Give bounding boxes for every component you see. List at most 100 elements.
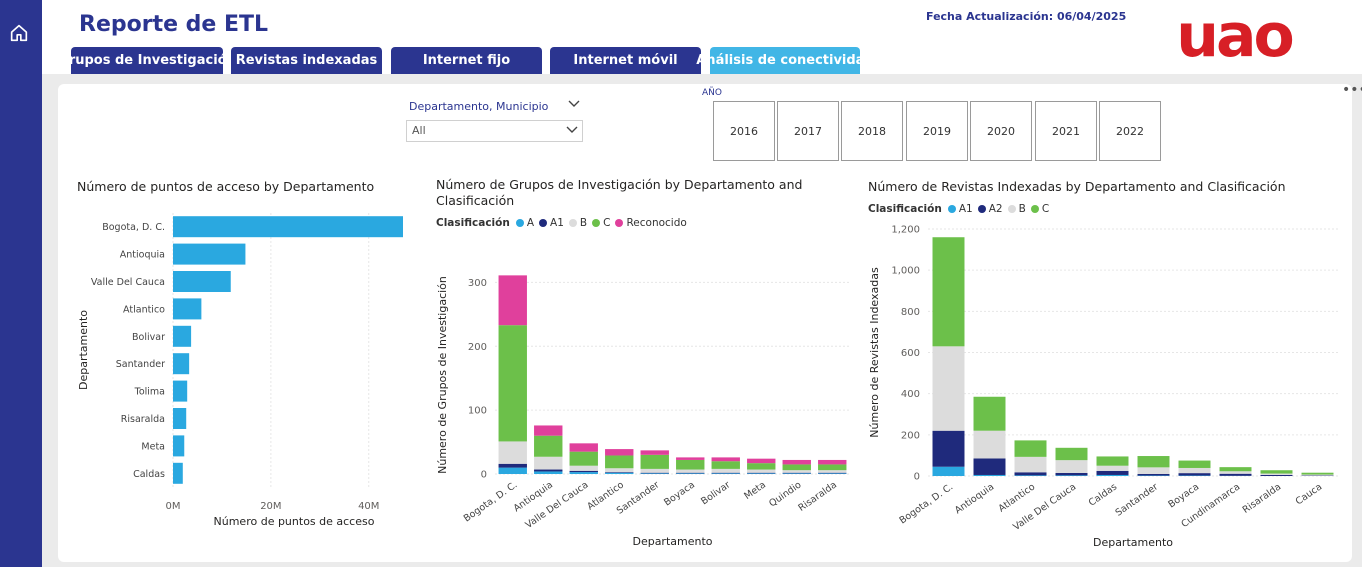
bar-segment-meta-a[interactable]: [747, 473, 776, 474]
bar-segment-boyaca-b[interactable]: [676, 469, 705, 473]
bar-segment-santander-a2[interactable]: [1137, 473, 1170, 476]
bar-segment-bolivar-reconocido[interactable]: [711, 457, 740, 462]
bar-segment-risaralda-b[interactable]: [818, 470, 847, 473]
bar-santander[interactable]: [173, 353, 190, 375]
bar-segment-quindio-b[interactable]: [782, 470, 811, 473]
bar-segment-antioquia-reconocido[interactable]: [534, 425, 563, 436]
bar-segment-santander-b[interactable]: [640, 468, 669, 473]
bar-segment-antioquia-a2[interactable]: [973, 458, 1006, 475]
bar-segment-risaralda-reconocido[interactable]: [818, 459, 847, 465]
bar-segment-bolivar-a1[interactable]: [711, 472, 740, 474]
year-button-2017[interactable]: 2017: [777, 101, 839, 161]
year-button-2022[interactable]: 2022: [1099, 101, 1161, 161]
bar-segment-santander-a1[interactable]: [640, 472, 669, 474]
tab-internet-fijo[interactable]: Internet fijo: [391, 47, 542, 74]
bar-segment-atlantico-b[interactable]: [1014, 456, 1047, 473]
bar-segment-boyaca-c[interactable]: [1178, 460, 1211, 468]
bar-segment-valle-del-cauca-reconocido[interactable]: [569, 443, 598, 452]
bar-bolivar[interactable]: [173, 325, 192, 347]
bar-segment-atlantico-a2[interactable]: [1014, 472, 1047, 476]
bar-segment-bogota-d-c-a1[interactable]: [498, 463, 527, 468]
bar-segment-antioquia-a[interactable]: [534, 471, 563, 474]
legend-item-c[interactable]: C: [1030, 203, 1049, 215]
bar-segment-atlantico-b[interactable]: [605, 468, 634, 473]
bar-segment-cundinamarca-c[interactable]: [1219, 467, 1252, 472]
bar-segment-antioquia-a1[interactable]: [534, 469, 563, 472]
bar-segment-risaralda-a2[interactable]: [1260, 474, 1293, 476]
bar-segment-valle-del-cauca-b[interactable]: [1055, 460, 1088, 473]
bar-segment-antioquia-a1[interactable]: [973, 474, 1006, 476]
legend-item-a2[interactable]: A2: [977, 203, 1003, 215]
bar-segment-risaralda-c[interactable]: [818, 464, 847, 471]
bar-segment-atlantico-a1[interactable]: [605, 472, 634, 473]
bar-segment-meta-c[interactable]: [747, 463, 776, 470]
bar-segment-meta-b[interactable]: [747, 469, 776, 473]
bar-segment-risaralda-a[interactable]: [818, 473, 847, 474]
year-button-2019[interactable]: 2019: [906, 101, 968, 161]
bar-segment-meta-a1[interactable]: [747, 472, 776, 474]
bar-antioquia[interactable]: [173, 243, 246, 265]
bar-segment-risaralda-c[interactable]: [1260, 470, 1293, 474]
bar-segment-risaralda-b[interactable]: [1260, 473, 1293, 475]
bar-segment-antioquia-c[interactable]: [534, 435, 563, 457]
bar-segment-valle-del-cauca-a[interactable]: [569, 472, 598, 474]
bar-segment-boyaca-a1[interactable]: [676, 472, 705, 474]
bar-segment-boyaca-a2[interactable]: [1178, 473, 1211, 476]
bar-segment-boyaca-a[interactable]: [676, 473, 705, 474]
bar-segment-cauca-b[interactable]: [1301, 474, 1334, 476]
legend-item-b[interactable]: B: [568, 217, 587, 229]
bar-segment-bogota-d-c-c[interactable]: [498, 325, 527, 442]
year-button-2021[interactable]: 2021: [1035, 101, 1097, 161]
bar-segment-bogota-d-c-b[interactable]: [932, 346, 965, 431]
bar-segment-cauca-c[interactable]: [1301, 472, 1334, 475]
tab-internet-movil[interactable]: Internet móvil: [550, 47, 701, 74]
year-button-2018[interactable]: 2018: [841, 101, 903, 161]
bar-segment-atlantico-a1[interactable]: [1014, 475, 1047, 476]
bar-segment-bogota-d-c-a1[interactable]: [932, 466, 965, 476]
bar-segment-risaralda-a1[interactable]: [818, 472, 847, 474]
tab-analisis-conectividad[interactable]: Análisis de conectividad: [696, 47, 874, 74]
legend-item-reconocido[interactable]: Reconocido: [615, 217, 687, 229]
bar-segment-caldas-b[interactable]: [1096, 465, 1129, 471]
bar-segment-antioquia-b[interactable]: [534, 456, 563, 470]
bar-segment-atlantico-a[interactable]: [605, 472, 634, 474]
bar-segment-valle-del-cauca-a2[interactable]: [1055, 472, 1088, 476]
bar-segment-bogota-d-c-reconocido[interactable]: [498, 275, 527, 326]
bar-segment-bogota-d-c-a[interactable]: [498, 467, 527, 474]
bar-segment-atlantico-c[interactable]: [1014, 440, 1047, 457]
legend-item-a1[interactable]: A1: [539, 217, 564, 229]
bar-segment-quindio-c[interactable]: [782, 464, 811, 471]
bar-segment-boyaca-reconocido[interactable]: [676, 457, 705, 460]
bar-segment-bogota-d-c-a2[interactable]: [932, 430, 965, 467]
bar-segment-santander-c[interactable]: [1137, 456, 1170, 468]
bar-tolima[interactable]: [173, 380, 188, 402]
bar-segment-atlantico-c[interactable]: [605, 455, 634, 469]
bar-segment-valle-del-cauca-a1[interactable]: [1055, 475, 1088, 476]
bar-risaralda[interactable]: [173, 408, 187, 429]
departamento-dropdown[interactable]: All: [406, 120, 583, 142]
bar-atlantico[interactable]: [173, 298, 202, 320]
bar-segment-santander-b[interactable]: [1137, 467, 1170, 474]
legend-item-b[interactable]: B: [1007, 203, 1026, 215]
year-button-2016[interactable]: 2016: [713, 101, 775, 161]
bar-segment-bolivar-c[interactable]: [711, 461, 740, 469]
bar-bogota-d-c[interactable]: [173, 216, 403, 238]
bar-caldas[interactable]: [173, 462, 183, 484]
bar-segment-cundinamarca-b[interactable]: [1219, 471, 1252, 474]
tab-grupos-investigacion[interactable]: Grupos de Investigación: [58, 47, 236, 74]
bar-segment-caldas-a2[interactable]: [1096, 470, 1129, 475]
legend-item-a1[interactable]: A1: [947, 203, 973, 215]
home-icon[interactable]: [8, 22, 30, 44]
bar-valle-del-cauca[interactable]: [173, 271, 231, 292]
bar-segment-caldas-c[interactable]: [1096, 456, 1129, 466]
bar-segment-meta-reconocido[interactable]: [747, 458, 776, 464]
bar-segment-antioquia-b[interactable]: [973, 430, 1006, 459]
bar-segment-santander-a[interactable]: [640, 473, 669, 474]
bar-segment-valle-del-cauca-b[interactable]: [569, 465, 598, 471]
bar-segment-bogota-d-c-b[interactable]: [498, 441, 527, 464]
tab-revistas-indexadas[interactable]: Revistas indexadas: [231, 47, 382, 74]
year-button-2020[interactable]: 2020: [970, 101, 1032, 161]
bar-segment-bolivar-a[interactable]: [711, 473, 740, 474]
bar-segment-valle-del-cauca-c[interactable]: [569, 451, 598, 466]
bar-segment-boyaca-b[interactable]: [1178, 467, 1211, 474]
